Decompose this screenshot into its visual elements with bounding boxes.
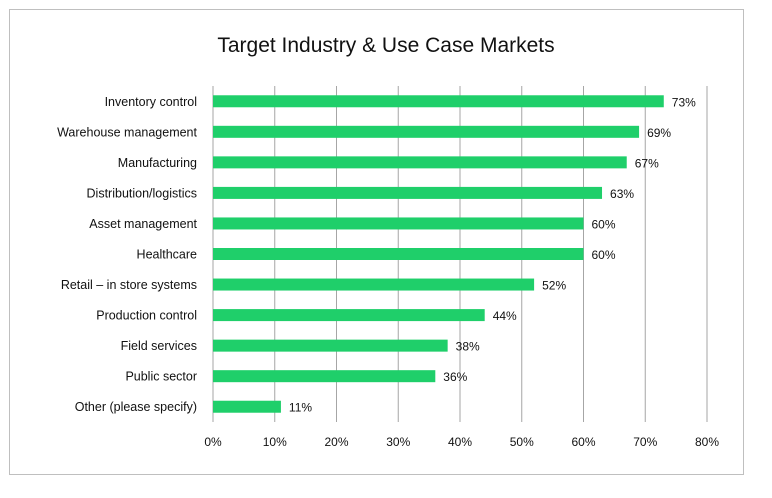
data-labels: 73% 69% 67% 63% 60% 60% 52% 44% 38% 36% 11% (289, 95, 696, 414)
bar (213, 217, 584, 230)
bars (213, 95, 664, 413)
x-tick-label: 80% (695, 435, 719, 449)
bar (213, 186, 603, 199)
category-labels: Inventory control Warehouse management Man… (57, 95, 197, 414)
x-tick-label: 60% (571, 435, 595, 449)
category-label: Distribution/logistics (87, 186, 197, 200)
x-tick-label: 20% (324, 435, 348, 449)
category-label: Warehouse management (57, 125, 197, 139)
bar (213, 339, 448, 352)
category-label: Healthcare (137, 248, 197, 262)
x-tick-label: 0% (204, 435, 222, 449)
x-tick-label: 70% (633, 435, 657, 449)
chart-title: Target Industry & Use Case Markets (217, 34, 555, 57)
bar (213, 370, 436, 383)
chart-frame (9, 9, 744, 475)
data-label: 36% (443, 370, 467, 384)
bar (213, 309, 485, 322)
category-label: Field services (121, 339, 197, 353)
x-tick-label: 10% (263, 435, 287, 449)
x-tick-label: 40% (448, 435, 472, 449)
bar (213, 125, 640, 138)
data-label: 67% (635, 156, 659, 170)
data-label: 63% (610, 187, 634, 201)
data-label: 73% (672, 95, 696, 109)
category-label: Production control (96, 309, 197, 323)
data-label: 60% (592, 248, 616, 262)
category-label: Inventory control (105, 95, 197, 109)
bar (213, 278, 535, 291)
data-label: 69% (647, 126, 671, 140)
data-label: 38% (456, 340, 480, 354)
data-label: 52% (542, 279, 566, 293)
bar (213, 248, 584, 260)
category-label: Retail – in store systems (61, 278, 197, 292)
data-label: 11% (289, 401, 312, 415)
category-label: Public sector (125, 370, 197, 384)
bar (213, 156, 627, 169)
data-label: 60% (592, 217, 616, 231)
x-tick-label: 30% (386, 435, 410, 449)
bar (213, 400, 281, 413)
category-label: Manufacturing (118, 156, 197, 170)
bar (213, 95, 664, 108)
category-label: Asset management (89, 217, 197, 231)
x-tick-labels: 0% 10% 20% 30% 40% 50% 60% 70% 80% (204, 435, 719, 449)
x-tick-label: 50% (510, 435, 534, 449)
data-label: 44% (493, 309, 517, 323)
category-label: Other (please specify) (75, 400, 197, 414)
